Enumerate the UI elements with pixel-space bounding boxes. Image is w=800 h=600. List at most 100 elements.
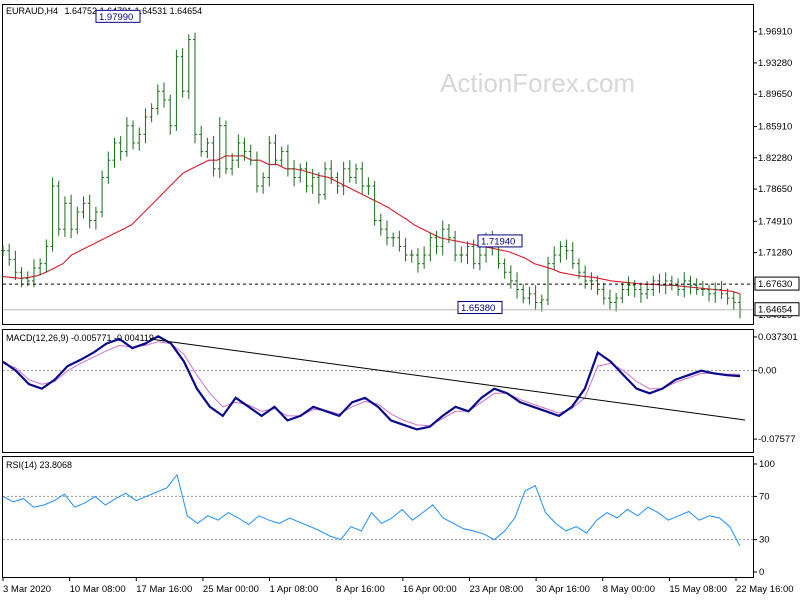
price-bar bbox=[688, 275, 693, 295]
price-bar bbox=[595, 275, 600, 295]
price-bar bbox=[211, 136, 216, 177]
price-bar bbox=[731, 291, 736, 311]
price-bar bbox=[347, 160, 352, 183]
moving-average bbox=[2, 155, 741, 295]
price-bar bbox=[44, 239, 49, 273]
time-axis: 3 Mar 2020 10 Mar 08:00 17 Mar 16:00 25 Mar… bbox=[2, 577, 794, 595]
price-bar bbox=[391, 232, 396, 247]
price-bar bbox=[663, 272, 668, 295]
ma-series-line bbox=[2, 155, 741, 295]
time-tick-label: 8 Apr 16:00 bbox=[336, 584, 385, 595]
price-bar bbox=[242, 137, 247, 161]
price-bar bbox=[360, 161, 365, 194]
price-bar bbox=[508, 265, 513, 289]
price-bar bbox=[570, 242, 575, 269]
price-bar bbox=[700, 280, 705, 296]
price-bar bbox=[465, 241, 470, 265]
price-bar bbox=[725, 288, 730, 305]
price-bar bbox=[651, 275, 656, 296]
price-bar bbox=[626, 276, 631, 296]
price-bar bbox=[471, 239, 476, 269]
time-tick-label: 3 Mar 2020 bbox=[3, 584, 51, 595]
price-bar bbox=[50, 177, 55, 252]
price-bar bbox=[583, 265, 588, 289]
price-bar bbox=[576, 258, 581, 279]
macd-panel-title: MACD(12,26,9) -0.005771 -0.004119 bbox=[6, 333, 154, 343]
price-bar bbox=[248, 144, 253, 166]
price-bar bbox=[7, 243, 12, 266]
rsi-series-line bbox=[2, 473, 741, 547]
price-bar bbox=[304, 161, 309, 193]
time-tick-label: 25 Mar 00:00 bbox=[203, 584, 259, 595]
price-bar bbox=[558, 241, 563, 263]
price-bar bbox=[521, 284, 526, 304]
price-bar bbox=[87, 194, 92, 229]
price-bar bbox=[261, 172, 266, 194]
price-tick-label: 1.93280 bbox=[758, 58, 792, 69]
price-annotation: 1.65380 bbox=[457, 300, 503, 314]
price-bar bbox=[713, 282, 718, 303]
price-bar bbox=[199, 125, 204, 157]
price-bar bbox=[682, 272, 687, 298]
price-bar bbox=[205, 137, 210, 159]
price-bar bbox=[422, 246, 427, 269]
time-tick-label: 10 Mar 08:00 bbox=[70, 584, 126, 595]
price-bar bbox=[298, 163, 303, 183]
price-bar bbox=[316, 172, 321, 204]
price-bar bbox=[409, 249, 414, 263]
price-bar bbox=[434, 230, 439, 255]
price-bar bbox=[118, 136, 123, 161]
price-tick-label: 1.96910 bbox=[758, 27, 792, 38]
price-bar bbox=[552, 246, 557, 271]
price-bar bbox=[93, 206, 98, 230]
price-bar bbox=[669, 275, 674, 291]
price-bar bbox=[273, 134, 278, 166]
price-bar bbox=[632, 280, 637, 298]
price-bar bbox=[217, 117, 222, 178]
macd-lines bbox=[2, 335, 746, 431]
price-annotation: 1.71940 bbox=[477, 234, 523, 248]
price-bar bbox=[56, 180, 61, 236]
rsi-line bbox=[2, 473, 741, 547]
price-bar bbox=[75, 206, 80, 235]
price-annotations: 1.97990 1.71940 1.65380 bbox=[95, 9, 523, 314]
rsi-tick-label: 0 bbox=[759, 567, 764, 578]
price-bar bbox=[397, 230, 402, 252]
price-bar bbox=[533, 285, 538, 311]
svg-text:1.71940: 1.71940 bbox=[481, 236, 515, 247]
price-tick-label: 1.85910 bbox=[758, 121, 792, 132]
price-bar bbox=[31, 259, 36, 288]
price-tick-label: 1.78650 bbox=[758, 184, 792, 195]
macd-trendline bbox=[149, 338, 746, 421]
price-annotation: 1.97990 bbox=[95, 9, 141, 23]
price-bar bbox=[335, 172, 340, 194]
time-tick-label: 17 Mar 16:00 bbox=[136, 584, 192, 595]
price-bar bbox=[223, 120, 228, 174]
price-bar bbox=[149, 103, 154, 123]
macd-tick-label: 0.00 bbox=[758, 366, 777, 377]
price-bar bbox=[131, 120, 136, 150]
macd-panel-frame bbox=[2, 329, 754, 453]
macd-main-line bbox=[2, 335, 741, 431]
price-bar bbox=[638, 282, 643, 303]
price-bar bbox=[69, 194, 74, 239]
price-bar bbox=[174, 49, 179, 131]
price-bar bbox=[589, 272, 594, 290]
price-bar bbox=[1, 245, 5, 256]
macd-axis: 0.037301 0.00 -0.07577 bbox=[3, 332, 798, 445]
price-tick-label: 1.89650 bbox=[758, 89, 792, 100]
price-bar bbox=[192, 32, 197, 144]
price-bar bbox=[477, 246, 482, 271]
svg-text:1.97990: 1.97990 bbox=[99, 12, 133, 23]
current-price-box: 1.64654 bbox=[754, 302, 800, 317]
price-bar bbox=[81, 196, 86, 219]
svg-text:1.65380: 1.65380 bbox=[461, 303, 495, 314]
price-bar bbox=[285, 144, 290, 177]
rsi-tick-label: 100 bbox=[759, 459, 775, 470]
price-bar bbox=[100, 170, 105, 218]
price-bar bbox=[515, 272, 520, 299]
price-bar bbox=[372, 180, 377, 226]
price-bar bbox=[137, 127, 142, 151]
